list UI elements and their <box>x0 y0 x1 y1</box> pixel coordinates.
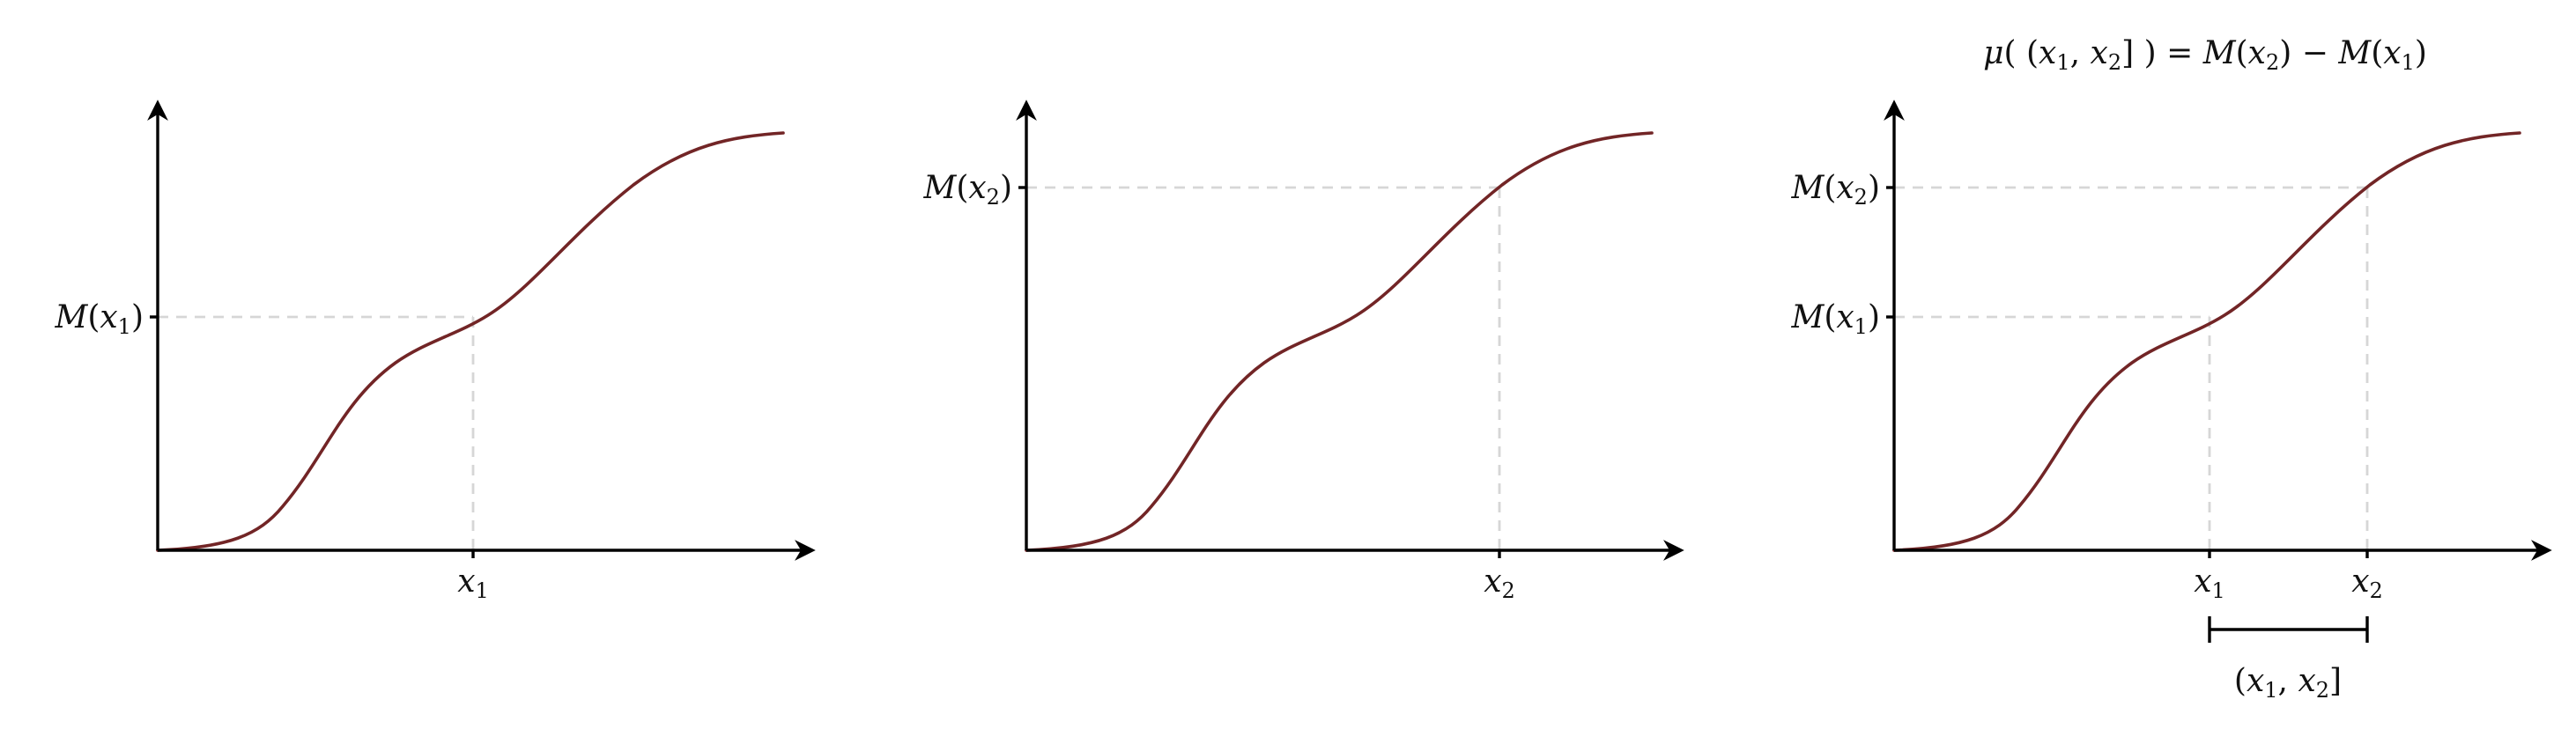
interval-label: (x1, x2] <box>2234 663 2342 703</box>
panel-3: μ( (x1, x2] ) = M(x2) − M(x1) M(x2) M(x1… <box>1790 35 2552 703</box>
y-label-m-x2: M(x2) <box>922 170 1012 210</box>
x-label-x1: x1 <box>2194 563 2225 603</box>
interval-bracket <box>2208 616 2369 643</box>
y-label-m-x2: M(x2) <box>1790 170 1880 210</box>
y-label-m-x1: M(x1) <box>54 299 144 339</box>
cdf-curve <box>1892 131 2521 552</box>
x-label-x2: x2 <box>2351 563 2383 603</box>
panel-1: M(x1) x1 <box>54 99 816 603</box>
x-label-x1: x1 <box>457 563 489 603</box>
y-label-m-x1: M(x1) <box>1790 299 1880 339</box>
x-label-x2: x2 <box>1484 563 1515 603</box>
cdf-curve <box>1025 131 1654 552</box>
cdf-curve <box>156 131 785 552</box>
panel-2: M(x2) x2 <box>922 99 1684 603</box>
measure-equation-title: μ( (x1, x2] ) = M(x2) − M(x1) <box>1983 35 2427 75</box>
